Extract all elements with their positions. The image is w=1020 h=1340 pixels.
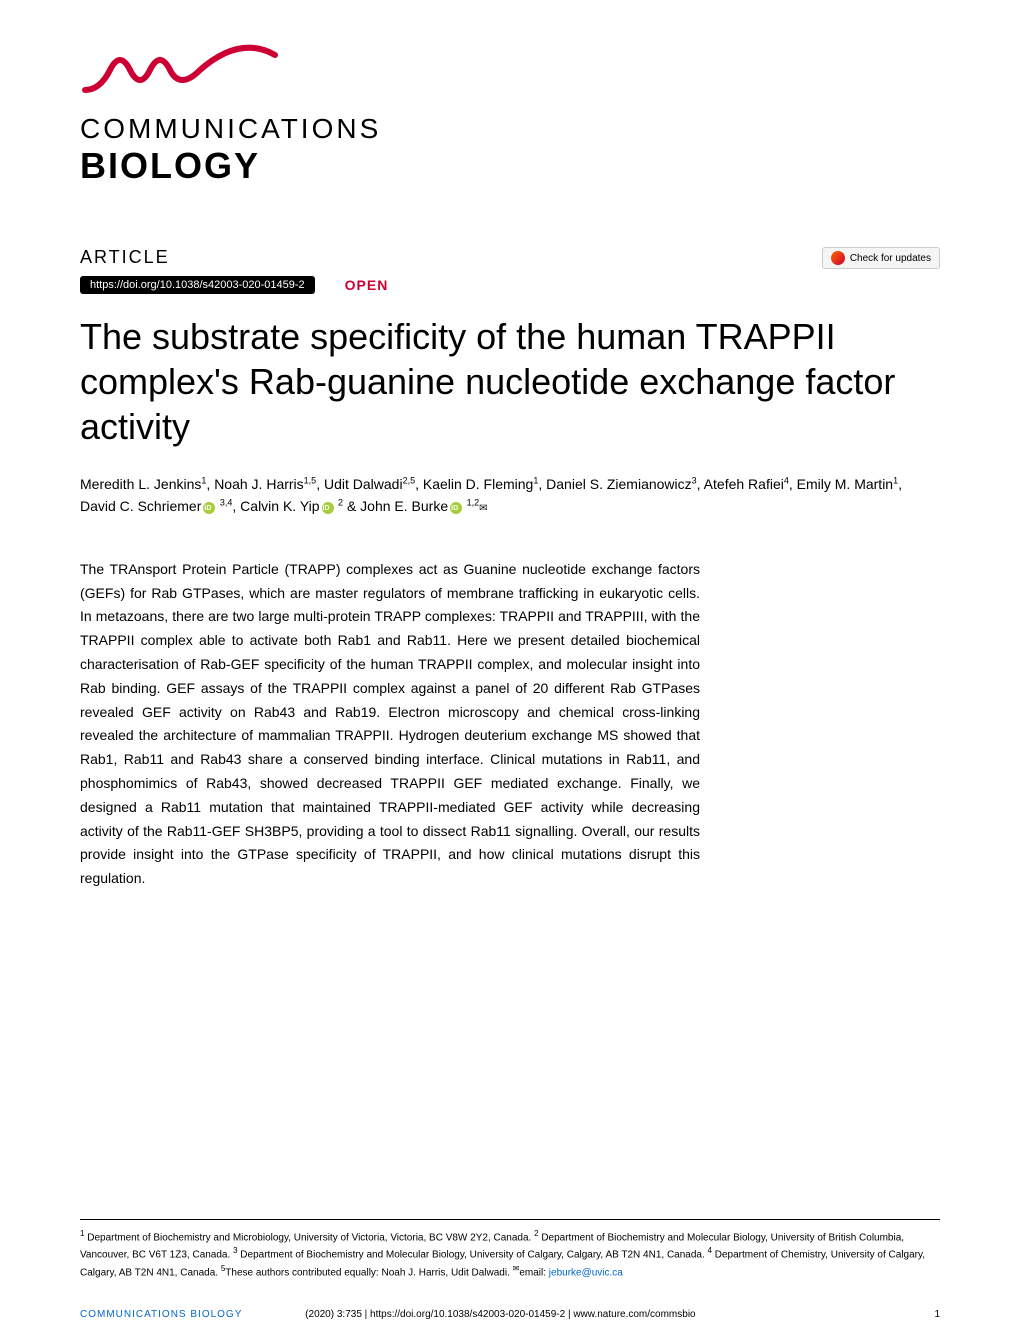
check-updates-label: Check for updates (850, 253, 931, 264)
email-link[interactable]: jeburke@uvic.ca (549, 1267, 623, 1278)
doi-link[interactable]: https://doi.org/10.1038/s42003-020-01459… (80, 276, 315, 294)
journal-logo-block: COMMUNICATIONS BIOLOGY (80, 40, 940, 187)
article-type-label: ARTICLE (80, 247, 388, 268)
crossmark-icon (831, 251, 845, 265)
abstract-text: The TRAnsport Protein Particle (TRAPP) c… (80, 558, 700, 891)
page-footer: COMMUNICATIONS BIOLOGY (2020) 3:735 | ht… (80, 1309, 940, 1320)
journal-name-line2: BIOLOGY (80, 145, 940, 187)
footer-citation: (2020) 3:735 | https://doi.org/10.1038/s… (305, 1309, 695, 1320)
affiliations-block: 1 Department of Biochemistry and Microbi… (80, 1219, 940, 1280)
footer-journal-name: COMMUNICATIONS BIOLOGY (80, 1309, 242, 1320)
open-access-label: OPEN (345, 277, 389, 293)
envelope-icon: ✉ (479, 503, 487, 514)
journal-name-line1: COMMUNICATIONS (80, 113, 940, 145)
footer-page-number: 1 (934, 1309, 940, 1320)
article-title: The substrate specificity of the human T… (80, 314, 940, 449)
orcid-icon (450, 502, 462, 514)
check-updates-button[interactable]: Check for updates (822, 247, 940, 269)
author-list: Meredith L. Jenkins1, Noah J. Harris1,5,… (80, 473, 940, 518)
orcid-icon (203, 502, 215, 514)
orcid-icon (322, 502, 334, 514)
logo-swoosh-icon (80, 40, 940, 105)
